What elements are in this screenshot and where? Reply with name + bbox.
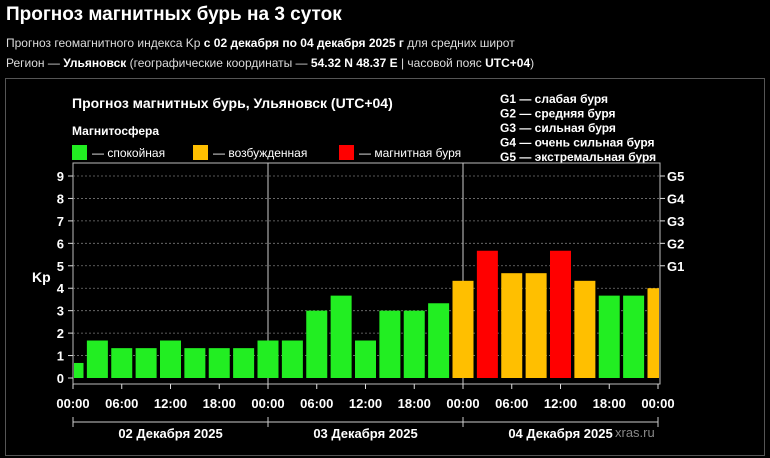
day-label: 04 Декабря 2025: [508, 426, 612, 441]
g-scale-label: G4: [667, 191, 685, 206]
y-tick-label: 5: [57, 259, 64, 274]
desc-prefix: Прогноз геомагнитного индекса Kp: [6, 36, 204, 50]
y-tick-label: 0: [57, 371, 64, 386]
tz-prefix: | часовой пояс: [397, 56, 486, 70]
y-tick-label: 9: [57, 169, 64, 184]
kp-bar: [111, 348, 133, 378]
y-tick-label: 4: [57, 281, 65, 296]
kp-bar: [403, 310, 425, 378]
x-tick-label: 06:00: [300, 396, 333, 411]
region-info: Регион — Ульяновск (географические коорд…: [6, 56, 534, 70]
x-tick-label: 18:00: [203, 396, 236, 411]
y-tick-label: 7: [57, 214, 64, 229]
kp-bar: [74, 362, 84, 378]
g-scale-legend-item: G5 — экстремальная буря: [500, 150, 656, 164]
legend-swatch: [339, 145, 354, 160]
g-scale-label: G5: [667, 169, 684, 184]
kp-bar: [476, 250, 498, 378]
kp-bar: [647, 288, 659, 378]
kp-bar: [184, 348, 206, 378]
g-scale-legend-item: G4 — очень сильная буря: [500, 136, 655, 150]
kp-bar: [428, 303, 450, 378]
coords-prefix: (географические координаты —: [126, 56, 311, 70]
region-end: ): [530, 56, 535, 70]
x-tick-label: 18:00: [593, 396, 626, 411]
g-scale-label: G3: [667, 214, 684, 229]
x-tick-label: 00:00: [446, 396, 479, 411]
kp-bar: [330, 295, 352, 378]
g-scale-legend-item: G3 — сильная буря: [500, 121, 616, 135]
x-tick-label: 06:00: [105, 396, 138, 411]
x-tick-label: 00:00: [251, 396, 284, 411]
kp-bar: [257, 340, 279, 378]
kp-bar: [86, 340, 108, 378]
g-scale-legend-item: G2 — средняя буря: [500, 107, 616, 121]
kp-bar: [306, 310, 328, 378]
legend-title: Магнитосфера: [72, 124, 159, 138]
kp-bar: [208, 348, 230, 378]
kp-bar: [501, 273, 523, 378]
kp-bar: [574, 280, 596, 378]
day-label: 02 Декабря 2025: [118, 426, 222, 441]
kp-bar: [355, 340, 376, 378]
x-tick-label: 18:00: [398, 396, 431, 411]
watermark: xras.ru: [615, 425, 655, 440]
day-label: 03 Декабря 2025: [313, 426, 417, 441]
kp-bar: [135, 348, 157, 378]
kp-bar: [452, 280, 474, 378]
y-tick-label: 3: [57, 304, 64, 319]
y-axis-label: Kp: [32, 269, 51, 285]
kp-bar: [623, 295, 645, 378]
date-range: с 02 декабря по 04 декабря 2025 г: [203, 36, 404, 50]
chart-title: Прогноз магнитных бурь, Ульяновск (UTC+0…: [72, 95, 393, 111]
x-tick-label: 12:00: [154, 396, 187, 411]
legend-swatch: [72, 145, 87, 160]
legend-label: — магнитная буря: [359, 146, 461, 160]
kp-bar: [525, 273, 547, 378]
kp-bar: [233, 348, 255, 378]
region-prefix: Регион —: [6, 56, 64, 70]
x-tick-label: 12:00: [544, 396, 577, 411]
chart-frame: [5, 78, 765, 456]
forecast-description: Прогноз геомагнитного индекса Kp с 02 де…: [6, 36, 515, 50]
y-tick-label: 1: [57, 349, 64, 364]
x-tick-label: 00:00: [641, 396, 674, 411]
plot-area: [72, 162, 661, 385]
kp-bar: [550, 250, 571, 378]
legend-label: — спокойная: [92, 146, 165, 160]
g-scale-label: G1: [667, 259, 684, 274]
g-scale-label: G2: [667, 236, 684, 251]
kp-bar: [281, 340, 303, 378]
legend-label: — возбужденная: [213, 146, 307, 160]
kp-bar: [160, 340, 181, 378]
y-tick-label: 6: [57, 236, 64, 251]
region-coords: 54.32 N 48.37 E: [310, 56, 398, 70]
x-tick-label: 06:00: [495, 396, 528, 411]
desc-suffix: для средних широт: [403, 36, 515, 50]
legend-swatch: [193, 145, 208, 160]
page-title: Прогноз магнитных бурь на 3 суток: [6, 4, 342, 25]
g-scale-legend-item: G1 — слабая буря: [500, 92, 608, 106]
kp-bar: [598, 295, 620, 378]
kp-bar: [379, 310, 401, 378]
y-tick-label: 2: [57, 326, 64, 341]
region-timezone: UTC+04: [485, 56, 531, 70]
x-tick-label: 00:00: [56, 396, 89, 411]
y-tick-label: 8: [57, 191, 64, 206]
x-tick-label: 12:00: [349, 396, 382, 411]
region-name: Ульяновск: [63, 56, 127, 70]
